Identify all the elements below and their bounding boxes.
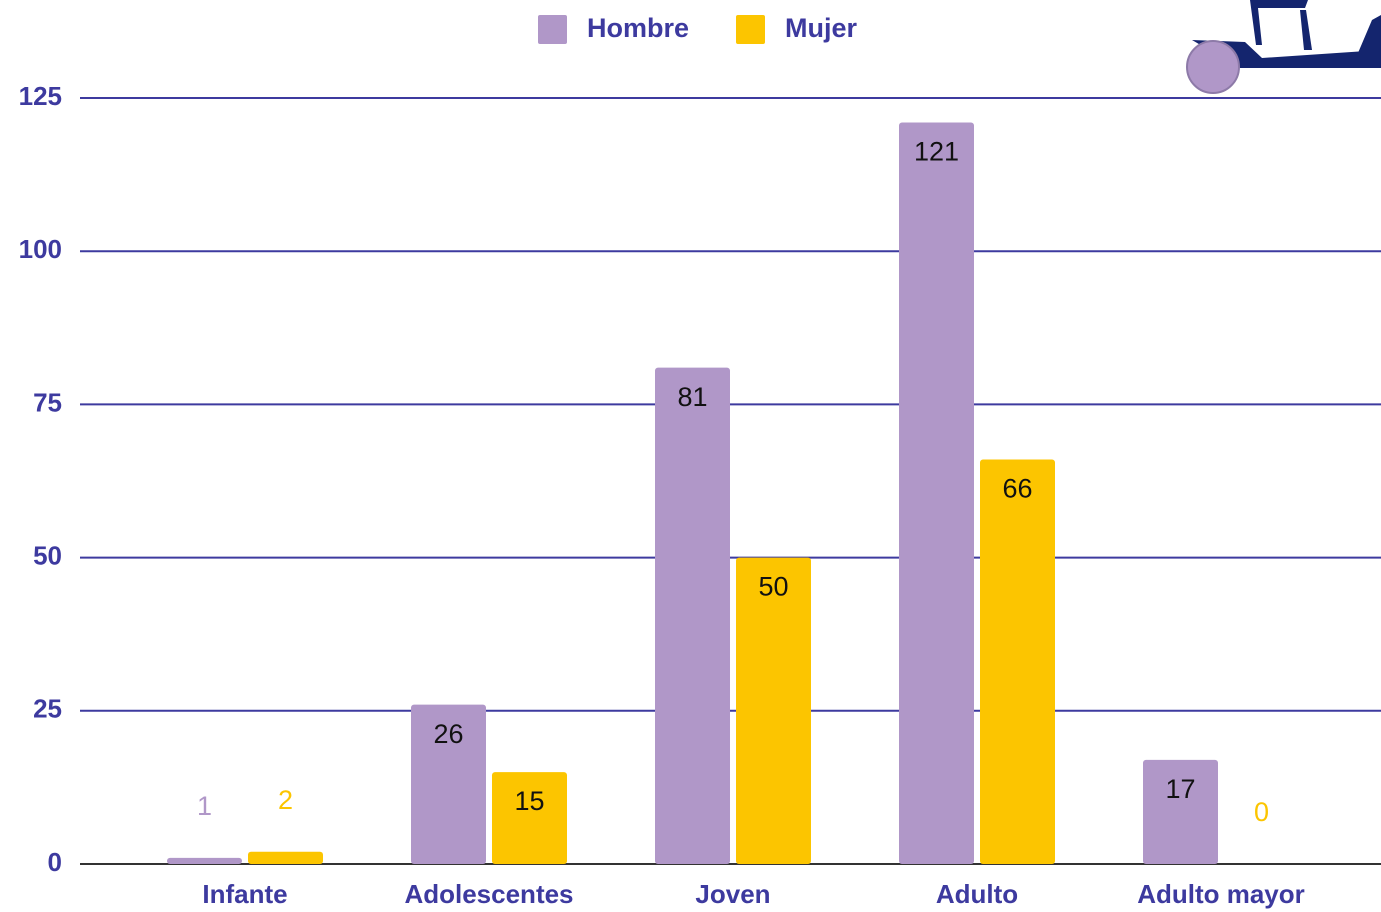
plane-decoration xyxy=(1186,0,1381,94)
value-label: 50 xyxy=(758,572,788,602)
value-label: 26 xyxy=(433,719,463,749)
value-label: 66 xyxy=(1002,474,1032,504)
y-tick-label: 125 xyxy=(19,81,62,111)
bar xyxy=(248,851,323,864)
legend-label: Mujer xyxy=(785,13,858,43)
y-tick-label: 100 xyxy=(19,234,62,264)
value-label: 17 xyxy=(1165,774,1195,804)
value-label: 121 xyxy=(914,137,959,167)
legend-label: Hombre xyxy=(587,13,689,43)
y-tick-label: 75 xyxy=(33,387,62,417)
legend-swatch xyxy=(538,15,567,44)
legend-swatch xyxy=(736,15,765,44)
bar xyxy=(492,772,567,864)
bar xyxy=(1143,759,1218,864)
x-tick-label: Adulto xyxy=(936,879,1018,909)
value-label: 2 xyxy=(278,785,293,815)
value-label: 81 xyxy=(677,382,707,412)
bar xyxy=(411,704,486,864)
value-label: 0 xyxy=(1254,797,1269,827)
y-tick-label: 25 xyxy=(33,694,62,724)
bar xyxy=(980,459,1055,864)
bar xyxy=(167,857,242,864)
x-tick-label: Joven xyxy=(695,879,770,909)
bar xyxy=(655,367,730,864)
x-tick-label: Adulto mayor xyxy=(1137,879,1305,909)
x-tick-label: Adolescentes xyxy=(404,879,573,909)
bar xyxy=(736,557,811,864)
x-tick-label: Infante xyxy=(202,879,287,909)
bar xyxy=(899,122,974,864)
y-tick-label: 0 xyxy=(48,847,62,877)
value-label: 15 xyxy=(514,786,544,816)
value-label: 1 xyxy=(197,791,212,821)
y-tick-label: 50 xyxy=(33,540,62,570)
